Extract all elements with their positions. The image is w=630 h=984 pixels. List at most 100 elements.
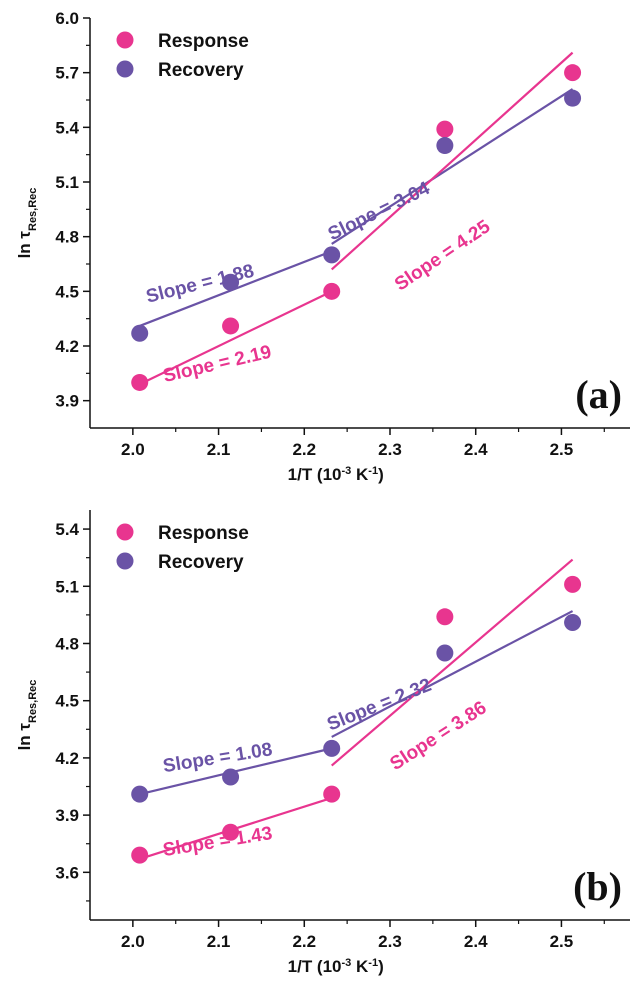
slope-annotation: Slope = 1.88 [144, 261, 256, 308]
y-tick-label: 5.4 [55, 118, 79, 137]
x-axis-label: 1/T (10-3 K-1) [288, 465, 384, 484]
x-tick-label: 2.0 [121, 440, 145, 459]
x-tick: 2.2 [292, 920, 316, 951]
chart-panel-b: 2.0 2.1 2.2 2.3 2.4 2.5 3.6 3.9 4.2 4.5 4.8 5.1 5.4 1… [15, 510, 630, 976]
panel-label: (a) [575, 372, 622, 417]
x-tick: 2.5 [550, 428, 574, 459]
x-axis-label-part: ) [378, 465, 384, 484]
data-point-recovery [436, 644, 454, 662]
x-axis-label-part: ) [378, 957, 384, 976]
x-tick-label: 2.1 [207, 440, 231, 459]
fit-line [331, 610, 574, 738]
data-point-response [222, 317, 240, 335]
x-axis-label-sup: -3 [342, 957, 352, 969]
x-tick-label: 2.4 [464, 932, 488, 951]
legend-marker-recovery [116, 552, 134, 570]
data-point-response [323, 282, 341, 300]
y-tick-label: 4.5 [55, 282, 79, 301]
x-tick: 2.4 [464, 428, 488, 459]
y-tick: 4.2 [55, 337, 90, 356]
slope-annotation: Slope = 4.25 [391, 216, 495, 295]
fit-line [330, 558, 574, 767]
y-tick-label: 3.9 [55, 806, 79, 825]
data-point-recovery [564, 89, 582, 107]
data-point-response [436, 120, 454, 138]
data-point-recovery [222, 273, 240, 291]
y-tick-label: 5.1 [55, 577, 79, 596]
x-axis-label-part: 1/T (10 [288, 957, 342, 976]
slope-annotation: Slope = 3.86 [386, 697, 490, 775]
y-tick-label: 6.0 [55, 9, 79, 28]
x-tick: 2.3 [378, 428, 402, 459]
x-axis-label-sup: -1 [368, 465, 378, 477]
data-point-response [222, 823, 240, 841]
x-tick-label: 2.0 [121, 932, 145, 951]
data-point-recovery [131, 324, 149, 342]
y-tick-label: 5.4 [55, 520, 79, 539]
slope-annotation: Slope = 2.19 [161, 342, 273, 387]
data-point-recovery [323, 739, 341, 757]
y-tick: 4.5 [55, 692, 90, 711]
y-tick-label: 4.8 [55, 228, 79, 247]
x-axis-label-sup: -1 [368, 957, 378, 969]
slope-annotation: Slope = 2.32 [324, 675, 434, 736]
y-tick: 3.9 [55, 392, 90, 411]
y-tick-label: 4.2 [55, 337, 79, 356]
x-tick-label: 2.2 [292, 932, 316, 951]
y-tick: 5.4 [55, 118, 90, 137]
slope-annotation: Slope = 1.43 [162, 823, 274, 861]
y-tick: 5.1 [55, 173, 90, 192]
legend-label-response: Response [158, 523, 249, 544]
fit-line [139, 290, 333, 386]
x-tick: 2.4 [464, 920, 488, 951]
x-tick: 2.3 [378, 920, 402, 951]
slope-annotation: Slope = 1.08 [162, 739, 274, 777]
data-point-response [131, 846, 149, 864]
y-axis-label-sub: Res,Rec [27, 188, 39, 231]
x-tick-label: 2.3 [378, 440, 402, 459]
legend-label-response: Response [158, 31, 249, 52]
panel-label: (b) [573, 864, 622, 909]
data-point-recovery [131, 785, 149, 803]
slope-annotation: Slope = 3.04 [325, 178, 434, 245]
x-tick-label: 2.3 [378, 932, 402, 951]
fit-line [330, 51, 574, 271]
y-tick-label: 3.9 [55, 392, 79, 411]
y-tick: 4.2 [55, 749, 90, 768]
y-axis-label: ln τRes,Rec [15, 680, 39, 751]
x-tick-label: 2.4 [464, 440, 488, 459]
x-tick: 2.1 [207, 920, 231, 951]
y-tick: 5.4 [55, 520, 90, 539]
y-tick-label: 4.2 [55, 749, 79, 768]
data-point-recovery [222, 768, 240, 786]
legend-label-recovery: Recovery [158, 552, 244, 573]
y-axis-label-sub: Res,Rec [27, 680, 39, 723]
x-tick: 2.1 [207, 428, 231, 459]
y-axis-label: ln τRes,Rec [15, 188, 39, 259]
chart-panel-a: 2.0 2.1 2.2 2.3 2.4 2.5 3.9 4.2 4.5 4.8 5.1 5.4 5.7 6… [15, 9, 630, 484]
legend-marker-recovery [116, 60, 134, 78]
x-tick: 2.5 [550, 920, 573, 951]
y-axis-label-main: ln τ [15, 231, 34, 259]
data-point-response [131, 373, 149, 391]
legend-label-recovery: Recovery [158, 60, 244, 81]
y-tick: 4.8 [55, 228, 90, 247]
y-axis-label-main: ln τ [15, 723, 34, 751]
y-tick-label: 5.1 [55, 173, 79, 192]
data-point-response [436, 608, 454, 626]
x-tick: 2.0 [121, 920, 145, 951]
x-tick-label: 2.1 [207, 932, 231, 951]
data-point-response [323, 785, 341, 803]
fit-line [331, 88, 574, 245]
y-tick: 4.8 [55, 634, 90, 653]
data-point-response [564, 64, 582, 82]
y-tick-label: 4.5 [55, 692, 79, 711]
data-point-recovery [323, 246, 341, 264]
x-tick: 2.0 [121, 428, 145, 459]
y-tick: 5.7 [55, 64, 90, 83]
x-tick-label: 2.5 [550, 440, 574, 459]
y-tick: 3.6 [55, 863, 90, 882]
data-point-response [564, 575, 582, 593]
y-tick-label: 5.7 [55, 64, 79, 83]
y-tick: 4.5 [55, 282, 90, 301]
